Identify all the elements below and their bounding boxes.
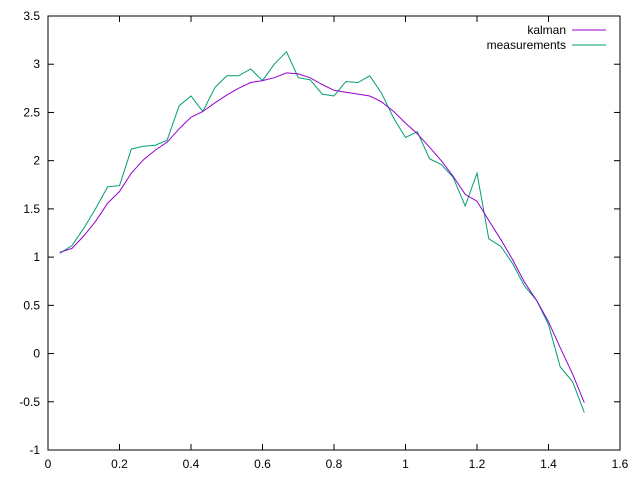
- y-tick-label: 1: [33, 250, 40, 264]
- x-tick-label: 0: [45, 457, 52, 471]
- series-layer: [59, 50, 585, 413]
- y-tick-label: 3.5: [23, 9, 40, 23]
- x-tick-label: 0.2: [111, 457, 128, 471]
- series-line-kalman: [59, 72, 585, 403]
- y-tick-label: 0.5: [23, 298, 40, 312]
- y-tick-label: -1: [29, 443, 40, 457]
- y-tick-label: 2.5: [23, 105, 40, 119]
- x-tick-label: 1.4: [540, 457, 557, 471]
- y-axis: -1 -0.5 0 0.5 1 1.5 2 2.5 3 3.5: [19, 9, 620, 457]
- x-axis: 0 0.2 0.4 0.6 0.8 1 1.2 1.4 1.6: [45, 16, 629, 471]
- y-tick-label: 0: [33, 347, 40, 361]
- y-tick-label: 3: [33, 57, 40, 71]
- x-tick-label: 1: [402, 457, 409, 471]
- y-tick-label: 2: [33, 154, 40, 168]
- y-tick-label: 1.5: [23, 202, 40, 216]
- legend-label-measurements: measurements: [487, 38, 566, 52]
- x-tick-label: 0.4: [183, 457, 200, 471]
- legend: kalman measurements: [487, 23, 606, 52]
- x-tick-label: 0.6: [254, 457, 271, 471]
- plot-frame: [47, 15, 621, 451]
- x-tick-label: 1.6: [612, 457, 629, 471]
- y-tick-label: -0.5: [19, 395, 40, 409]
- legend-label-kalman: kalman: [527, 23, 566, 37]
- series-line-measurements: [59, 50, 585, 413]
- x-tick-label: 1.2: [469, 457, 486, 471]
- x-tick-label: 0.8: [326, 457, 343, 471]
